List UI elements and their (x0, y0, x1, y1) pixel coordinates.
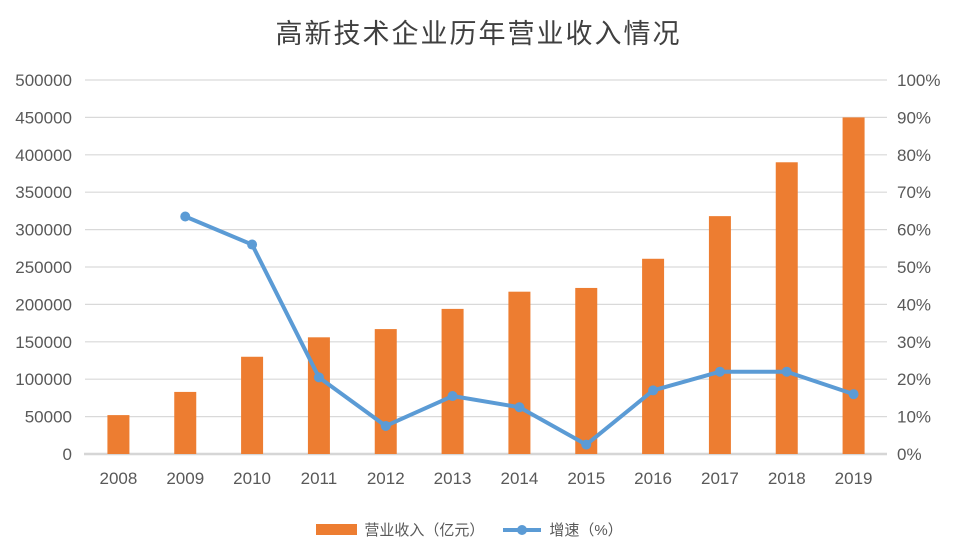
legend-line-swatch (503, 524, 542, 535)
right-axis-label: 0% (897, 445, 922, 464)
bar-2009 (174, 391, 197, 454)
right-axis-label: 100% (897, 71, 940, 90)
growth-line-marker-2010 (247, 239, 258, 250)
bar-2016 (642, 258, 665, 454)
bar-2012 (374, 329, 397, 454)
bar-2008 (107, 415, 130, 454)
left-axis-label: 100000 (15, 370, 72, 389)
growth-line-marker-2015 (581, 439, 592, 450)
x-axis-label: 2010 (233, 469, 271, 488)
bar-2014 (508, 291, 531, 454)
left-axis-label: 250000 (15, 258, 72, 277)
right-axis-label: 50% (897, 258, 931, 277)
x-axis-label: 2011 (301, 469, 338, 488)
x-axis-label: 2017 (701, 469, 739, 488)
left-axis-label: 0 (63, 445, 72, 464)
chart-title: 高新技术企业历年营业收入情况 (275, 19, 682, 49)
bar-2017 (708, 216, 731, 454)
right-axis-label: 80% (897, 146, 931, 165)
right-axis-label: 40% (897, 295, 931, 314)
left-axis-label: 300000 (15, 221, 72, 240)
x-axis-label: 2016 (634, 469, 672, 488)
left-axis-label: 400000 (15, 146, 72, 165)
growth-line-marker-2009 (180, 211, 191, 222)
left-axis-label: 450000 (15, 108, 72, 127)
right-axis-label: 20% (897, 370, 931, 389)
left-axis-label: 500000 (15, 71, 72, 90)
left-axis-label: 150000 (15, 333, 72, 352)
legend-line-label: 增速（%） (549, 522, 623, 539)
right-axis-label: 90% (897, 108, 931, 127)
x-axis-label: 2012 (367, 469, 405, 488)
right-axis-label: 10% (897, 408, 931, 427)
x-axis-label: 2008 (100, 469, 138, 488)
legend: 营业收入（亿元） 增速（%） (0, 519, 957, 540)
bar-2019 (842, 117, 865, 455)
bar-2013 (441, 308, 464, 454)
growth-line-marker-2019 (848, 389, 859, 400)
growth-line-marker-2012 (380, 420, 391, 431)
right-axis-label: 30% (897, 333, 931, 352)
bar-2015 (575, 287, 598, 454)
x-axis-label: 2018 (768, 469, 806, 488)
legend-bar-label: 营业收入（亿元） (364, 522, 485, 539)
growth-line-marker-2016 (648, 385, 659, 396)
x-axis-label: 2019 (835, 469, 873, 488)
x-axis-label: 2013 (434, 469, 472, 488)
x-axis-label: 2009 (166, 469, 204, 488)
legend-item-revenue: 营业收入（亿元） (316, 519, 502, 540)
growth-line-marker-2018 (781, 366, 792, 377)
legend-bar-swatch (316, 524, 358, 535)
growth-line-marker-2013 (447, 391, 458, 402)
legend-item-growth: 增速（%） (502, 519, 640, 540)
left-axis-label: 50000 (25, 408, 72, 427)
growth-line-marker-2014 (514, 402, 525, 413)
left-axis-label: 200000 (15, 295, 72, 314)
growth-line-marker-2017 (714, 366, 725, 377)
bar-2018 (775, 162, 798, 454)
right-axis-label: 60% (897, 221, 931, 240)
x-axis-label: 2015 (567, 469, 605, 488)
growth-line-marker-2011 (313, 372, 324, 383)
bar-2011 (307, 337, 330, 454)
bar-2010 (241, 356, 264, 454)
legend-line-marker (517, 524, 528, 535)
right-axis-label: 70% (897, 183, 931, 202)
left-axis-label: 350000 (15, 183, 72, 202)
x-axis-label: 2014 (501, 469, 539, 488)
